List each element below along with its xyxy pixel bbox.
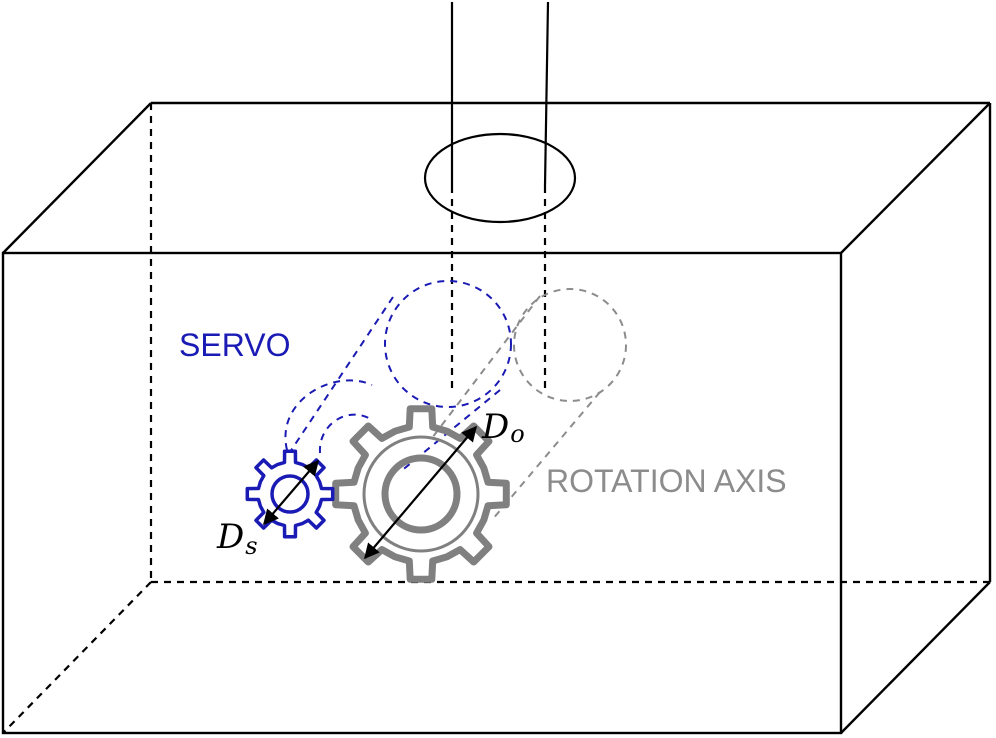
- box-visible-edges: [1, 101, 992, 735]
- output-gear-teeth: [332, 405, 510, 583]
- rotation-axis: [431, 288, 627, 521]
- output-diameter-label: Do: [481, 407, 525, 448]
- output-gear: [332, 405, 510, 583]
- output-gear-bore: [381, 454, 461, 534]
- shaft-hole: [423, 132, 577, 224]
- axis-far-circle: [513, 288, 627, 402]
- box-hidden-edges: [2, 103, 990, 734]
- servo-back-circle: [384, 280, 512, 408]
- servo-diameter-label: Ds: [216, 517, 258, 560]
- rotation-axis-label: ROTATION AXIS: [546, 463, 787, 499]
- output-gear-hub-ring: [362, 435, 480, 553]
- servo-diameter-arrow: [262, 459, 320, 526]
- shaft: [423, 1, 577, 392]
- servo-label: SERVO: [179, 327, 290, 363]
- output-diameter-arrow: [364, 425, 477, 560]
